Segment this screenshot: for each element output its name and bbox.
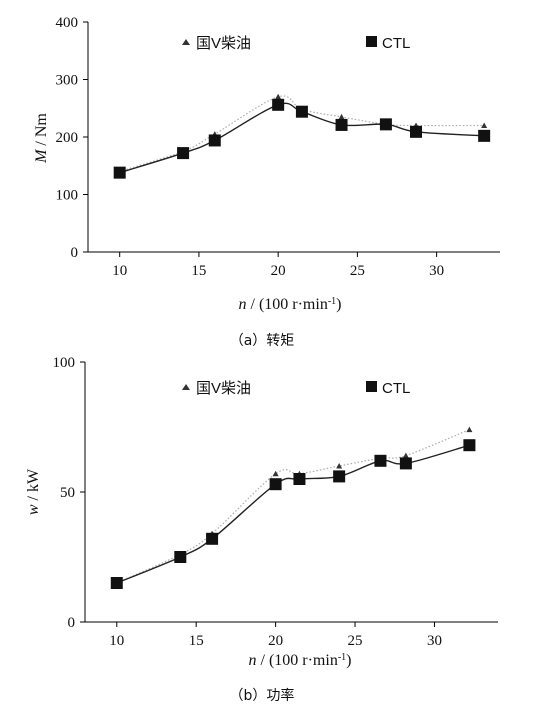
data-point-ctl: [272, 98, 285, 111]
x-ticks: 10 15 20 25 30: [112, 252, 444, 279]
x-axis-title-exponent: -1: [338, 652, 346, 663]
x-axis-title-unit: / (100 r·min: [257, 652, 338, 669]
series-markers: [113, 93, 491, 179]
series-markers: [110, 426, 476, 589]
x-axis-title: n / (100 r·min-1): [249, 652, 352, 670]
y-axis-title: M / Nm: [33, 113, 50, 164]
caption-b: （b）功率: [230, 687, 295, 704]
legend-marker-ctl: [366, 36, 377, 47]
legend-label-ctl: CTL: [382, 380, 410, 397]
series-line-diesel: [116, 429, 470, 584]
y-tick-label: 300: [56, 73, 79, 89]
data-point-diesel: [481, 122, 488, 128]
y-ticks: 0 100 200 300 400: [56, 15, 88, 261]
x-tick-label: 15: [189, 633, 204, 649]
data-point-ctl: [206, 532, 219, 545]
data-point-ctl: [269, 478, 282, 491]
x-tick-label: 30: [429, 263, 444, 279]
y-tick-label: 200: [56, 130, 79, 146]
data-point-ctl: [379, 118, 392, 131]
y-tick-label: 100: [56, 188, 79, 204]
y-tick-label: 50: [60, 485, 75, 501]
data-point-ctl: [410, 125, 423, 138]
data-point-ctl: [399, 457, 412, 470]
legend: 国V柴油 CTL: [182, 380, 410, 397]
data-point-ctl: [478, 129, 491, 142]
data-point-diesel: [275, 93, 282, 100]
data-point-ctl: [177, 147, 190, 160]
y-tick-label: 0: [71, 245, 79, 261]
x-axis-title-unit: / (100 r·min: [247, 296, 328, 313]
y-ticks: 0 50 100: [53, 355, 85, 631]
legend-marker-diesel: [182, 39, 190, 45]
x-axis-title-symbol: n: [239, 296, 247, 313]
data-point-diesel: [466, 426, 473, 433]
data-point-diesel: [402, 452, 409, 459]
x-tick-label: 25: [348, 633, 363, 649]
data-point-ctl: [295, 105, 308, 118]
series-line-diesel: [119, 95, 485, 173]
data-point-diesel: [338, 113, 345, 120]
data-point-ctl: [335, 118, 348, 131]
data-point-ctl: [110, 577, 123, 589]
x-tick-label: 10: [109, 633, 124, 649]
data-point-ctl: [208, 134, 221, 147]
torque-chart: 0 100 200 300 400 10 15 20 25 30 国V柴油 CTL M / Nm…: [33, 15, 500, 349]
y-tick-label: 0: [68, 615, 76, 631]
x-axis-title-close: ): [346, 652, 351, 669]
data-point-ctl: [293, 473, 306, 485]
legend-label-ctl: CTL: [382, 35, 410, 52]
x-axis-title-close: ): [336, 296, 341, 313]
y-tick-label: 100: [53, 355, 76, 371]
x-tick-label: 20: [271, 263, 286, 279]
power-chart-axes: [84, 362, 498, 623]
y-axis-title-symbol: M: [33, 148, 50, 164]
x-tick-label: 15: [191, 263, 206, 279]
x-tick-label: 30: [427, 633, 442, 649]
x-tick-label: 10: [112, 263, 127, 279]
data-point-ctl: [333, 470, 346, 483]
series-lines: [116, 429, 470, 584]
y-axis-title-symbol: w: [25, 504, 42, 515]
torque-chart-axes: [87, 22, 500, 253]
y-tick-label: 400: [56, 15, 79, 31]
data-point-ctl: [374, 454, 387, 467]
y-axis-title-unit: / Nm: [33, 113, 50, 150]
y-axis-title-unit: / kW: [25, 468, 42, 504]
data-point-diesel: [336, 463, 343, 469]
data-point-ctl: [463, 439, 476, 452]
x-axis-title: n / (100 r·min-1): [239, 296, 342, 314]
data-point-diesel: [272, 470, 279, 477]
data-point-ctl: [113, 166, 126, 179]
x-axis-title-exponent: -1: [328, 296, 336, 307]
x-tick-label: 20: [268, 633, 283, 649]
caption-a: （a）转矩: [230, 333, 295, 349]
legend-label-diesel: 国V柴油: [196, 35, 251, 52]
power-chart: 0 50 100 10 15 20 25 30 国V柴油 CTL w / kW n / (1…: [25, 355, 498, 704]
series-line-ctl: [116, 444, 470, 584]
legend-label-diesel: 国V柴油: [196, 380, 251, 397]
x-ticks: 10 15 20 25 30: [109, 622, 442, 649]
y-axis-title: w / kW: [25, 468, 42, 515]
x-axis-title-symbol: n: [249, 652, 257, 669]
legend-marker-ctl: [366, 381, 377, 392]
data-point-ctl: [174, 551, 187, 563]
legend: 国V柴油 CTL: [182, 35, 410, 52]
x-tick-label: 25: [350, 263, 365, 279]
legend-marker-diesel: [182, 384, 190, 390]
